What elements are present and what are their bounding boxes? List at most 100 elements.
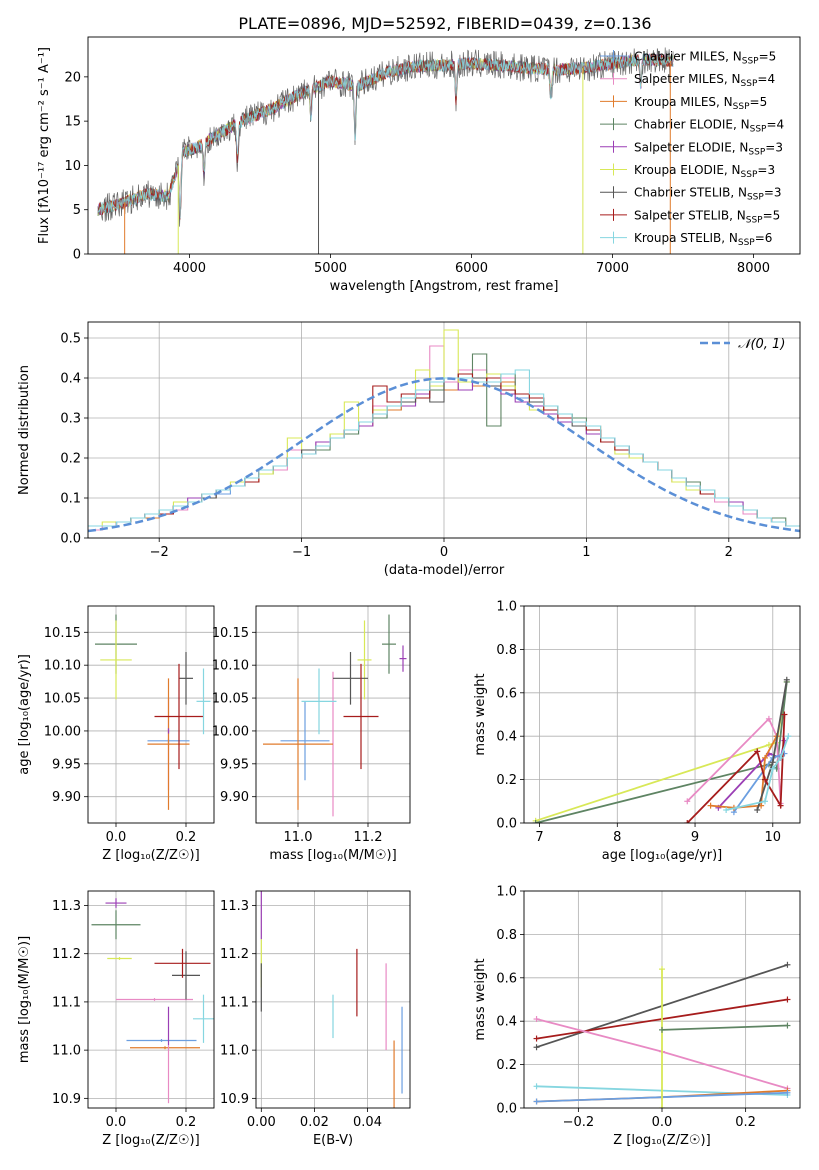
- x-axis-label: mass [log₁₀(M/M☉)]: [269, 848, 396, 863]
- y-tick-label: 0.0: [60, 532, 81, 547]
- x-tick-label: 9: [691, 830, 699, 845]
- y-tick-label: 11.2: [52, 947, 81, 962]
- y-tick-label: 9.95: [52, 757, 81, 772]
- axes-frame: [523, 605, 801, 824]
- legend-entry: 𝒩(0, 1): [738, 337, 785, 352]
- x-tick-label: 10: [765, 830, 782, 845]
- x-tick-label: 0.2: [735, 1115, 756, 1130]
- normal-curve: [88, 377, 800, 533]
- x-tick-label: 4000: [173, 261, 206, 276]
- y-tick-label: 15: [64, 115, 81, 130]
- plot-area: [91, 898, 214, 1104]
- x-tick-label: 0.0: [106, 1115, 127, 1130]
- spectrum-line: [97, 53, 674, 220]
- y-tick-label: 9.95: [220, 757, 249, 772]
- age-vs-mass-panel: 11.0 11.2 9.90 9.95 10.00 10.05 10.10 10.15 mass…: [212, 605, 411, 863]
- legend-entry: Kroupa MILES, NSSP=5: [634, 95, 767, 112]
- y-axis-label: Normed distribution: [17, 365, 32, 495]
- x-axis-label: age [log₁₀(age/yr)]: [602, 848, 723, 863]
- legend-entry: Salpeter STELIB, NSSP=5: [634, 208, 780, 225]
- axes-frame: [255, 605, 411, 824]
- spectrum-panel: 4000 5000 6000 7000 8000 0 5 10 15 20 wavelength […: [37, 36, 801, 294]
- weight-vs-metallicity-panel: −0.2 0.0 0.2 0.0 0.2 0.4 0.6 0.8 1.0 Z [log₁₀(Z/Z…: [473, 885, 801, 1148]
- x-tick-label: 0.0: [652, 1115, 673, 1130]
- age-vs-metallicity-panel: 0.0 0.2 9.90 9.95 10.00 10.05 10.10 10.15 Z [log…: [17, 605, 215, 863]
- y-tick-label: 11.0: [52, 1044, 81, 1059]
- y-tick-label: 0.3: [60, 412, 81, 427]
- x-tick-label: 1: [582, 545, 590, 560]
- x-tick-label: 11.2: [354, 830, 383, 845]
- y-axis-label: mass weight: [473, 958, 488, 1040]
- legend-entry: Salpeter MILES, NSSP=4: [634, 72, 775, 89]
- plot-area: [88, 329, 800, 533]
- y-tick-label: 0.4: [60, 372, 81, 387]
- y-tick-label: 10.00: [212, 724, 249, 739]
- y-tick-label: 11.3: [52, 899, 81, 914]
- y-tick-label: 0.8: [496, 928, 517, 943]
- x-tick-label: −0.2: [563, 1115, 595, 1130]
- y-tick-label: 0.8: [496, 643, 517, 658]
- x-axis-label: (data-model)/error: [384, 563, 505, 578]
- spectrum-line: [97, 52, 674, 219]
- axes-frame: [87, 605, 215, 824]
- x-tick-label: 2: [725, 545, 733, 560]
- y-tick-label: 20: [64, 70, 81, 85]
- y-tick-label: 10.9: [52, 1092, 81, 1107]
- x-tick-label: 0.02: [300, 1115, 329, 1130]
- y-tick-label: 10.05: [44, 692, 81, 707]
- y-tick-label: 0.0: [496, 1102, 517, 1117]
- x-tick-label: 8: [613, 830, 621, 845]
- y-tick-label: 0.5: [60, 332, 81, 347]
- y-tick-label: 9.90: [220, 790, 249, 805]
- legend-entry: Chabrier ELODIE, NSSP=4: [634, 118, 784, 135]
- y-tick-label: 0.6: [496, 686, 517, 701]
- x-tick-label: 0.00: [247, 1115, 276, 1130]
- plot-area: [533, 961, 791, 1108]
- y-tick-label: 10.10: [212, 659, 249, 674]
- axes-frame: [87, 36, 801, 255]
- y-tick-label: 10.05: [212, 692, 249, 707]
- x-axis-label: Z [log₁₀(Z/Z☉)]: [102, 848, 199, 863]
- plot-area: [532, 676, 792, 823]
- y-tick-label: 10.00: [44, 724, 81, 739]
- y-axis-label: mass weight: [473, 673, 488, 755]
- legend-entry: Salpeter ELODIE, NSSP=3: [634, 140, 783, 157]
- axes-frame: [255, 890, 411, 1109]
- legend-entry: Chabrier MILES, NSSP=5: [634, 50, 776, 67]
- mass-vs-metallicity-panel: 0.0 0.2 10.9 11.0 11.1 11.2 11.3 Z [log₁₀(Z/Z☉)…: [17, 890, 215, 1148]
- plot-area: [260, 891, 403, 1108]
- y-tick-label: 11.1: [220, 995, 249, 1010]
- y-tick-label: 9.90: [52, 790, 81, 805]
- legend-entry: Kroupa STELIB, NSSP=6: [634, 231, 772, 248]
- x-tick-label: 5000: [314, 261, 347, 276]
- y-tick-label: 11.1: [52, 995, 81, 1010]
- legend-entry: Kroupa ELODIE, NSSP=3: [634, 163, 775, 180]
- y-tick-label: 11.2: [220, 947, 249, 962]
- y-axis-label: Flux [fλ10⁻¹⁷ erg cm⁻² s⁻¹ A⁻¹]: [37, 47, 52, 244]
- x-tick-label: 0.2: [176, 1115, 197, 1130]
- weight-line: [661, 1024, 788, 1031]
- y-tick-label: 0.4: [496, 730, 517, 745]
- x-axis-label: E(B-V): [313, 1133, 353, 1148]
- plot-area: [263, 614, 407, 817]
- y-tick-label: 1.0: [496, 600, 517, 615]
- y-tick-label: 0.1: [60, 492, 81, 507]
- y-tick-label: 0.2: [496, 773, 517, 788]
- y-tick-label: 10: [64, 159, 81, 174]
- mass-vs-ebv-panel: 0.00 0.02 0.04 10.9 11.0 11.1 11.2 11.3 E(B-V): [220, 890, 411, 1148]
- y-tick-label: 0.6: [496, 971, 517, 986]
- axes-frame: [87, 890, 215, 1109]
- plot-area: [95, 614, 211, 810]
- weight-line: [686, 717, 782, 804]
- y-axis-label: mass [log₁₀(M/M☉)]: [17, 936, 32, 1063]
- weight-line: [535, 681, 788, 822]
- x-tick-label: 0.04: [353, 1115, 382, 1130]
- y-tick-label: 10.15: [44, 626, 81, 641]
- x-axis-label: Z [log₁₀(Z/Z☉)]: [102, 1133, 199, 1148]
- figure-title: PLATE=0896, MJD=52592, FIBERID=0439, z=0…: [238, 14, 651, 33]
- y-tick-label: 10.10: [44, 659, 81, 674]
- x-tick-label: 7: [535, 830, 543, 845]
- y-tick-label: 0.4: [496, 1015, 517, 1030]
- x-tick-label: 8000: [737, 261, 770, 276]
